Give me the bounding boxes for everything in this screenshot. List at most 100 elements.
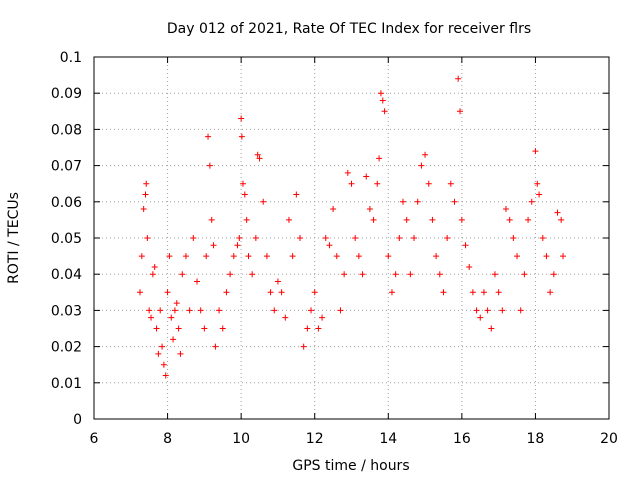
data-point bbox=[491, 271, 498, 278]
data-point bbox=[148, 314, 155, 321]
data-point bbox=[536, 191, 543, 198]
data-point bbox=[282, 314, 289, 321]
data-point bbox=[370, 216, 377, 223]
data-point bbox=[366, 206, 373, 213]
data-point bbox=[208, 216, 215, 223]
data-point bbox=[457, 108, 464, 115]
data-point bbox=[243, 216, 250, 223]
data-point bbox=[495, 289, 502, 296]
x-tick-label: 16 bbox=[453, 431, 471, 447]
data-point bbox=[440, 289, 447, 296]
axis-ticks: 6 8 10 12 14 16 18 20 0 0.01 0.02 0.03 0.04 0.05 0.06 0… bbox=[51, 50, 618, 447]
data-point bbox=[466, 263, 473, 270]
data-point bbox=[297, 235, 303, 241]
data-point bbox=[144, 235, 151, 241]
data-point bbox=[263, 253, 270, 260]
data-point bbox=[157, 307, 164, 314]
data-point bbox=[458, 216, 465, 223]
y-tick-label: 0 bbox=[73, 412, 82, 428]
data-point bbox=[403, 216, 410, 223]
data-point bbox=[425, 180, 432, 187]
data-point bbox=[212, 343, 219, 350]
data-point bbox=[534, 180, 541, 187]
data-point bbox=[155, 350, 162, 357]
data-point bbox=[547, 289, 554, 296]
data-point bbox=[234, 242, 241, 249]
plot-frame bbox=[93, 56, 610, 420]
data-point bbox=[190, 235, 197, 241]
data-point bbox=[337, 307, 344, 314]
x-tick-label: 10 bbox=[232, 431, 250, 447]
y-tick-label: 0.07 bbox=[51, 159, 82, 175]
data-point bbox=[532, 148, 539, 155]
data-point bbox=[433, 253, 440, 260]
data-point bbox=[506, 216, 513, 223]
data-point bbox=[560, 253, 567, 260]
data-point bbox=[510, 235, 517, 241]
data-point bbox=[462, 242, 469, 249]
data-point bbox=[348, 180, 355, 187]
data-point bbox=[271, 307, 278, 314]
data-point bbox=[392, 271, 399, 278]
y-tick-label: 0.02 bbox=[51, 340, 82, 356]
data-point bbox=[164, 289, 171, 296]
data-point bbox=[300, 343, 307, 350]
data-point bbox=[201, 325, 208, 332]
data-point bbox=[210, 242, 217, 249]
data-point bbox=[241, 191, 248, 198]
data-point bbox=[469, 289, 476, 296]
data-point bbox=[175, 325, 182, 332]
data-point bbox=[503, 206, 509, 213]
data-point bbox=[206, 162, 213, 169]
data-point bbox=[525, 216, 532, 223]
data-point bbox=[205, 133, 212, 140]
data-point bbox=[238, 133, 245, 140]
data-point bbox=[484, 307, 491, 314]
data-point bbox=[355, 253, 362, 260]
y-tick-label: 0.1 bbox=[60, 50, 82, 66]
data-point bbox=[550, 271, 557, 278]
data-point bbox=[521, 271, 528, 278]
data-point bbox=[528, 198, 535, 205]
data-point bbox=[308, 307, 315, 314]
x-tick-label: 18 bbox=[527, 431, 545, 447]
data-point bbox=[182, 253, 189, 260]
data-point bbox=[249, 271, 256, 278]
data-point bbox=[447, 180, 454, 187]
data-point bbox=[322, 235, 329, 241]
data-point bbox=[377, 90, 384, 97]
x-tick-label: 14 bbox=[379, 431, 397, 447]
data-point bbox=[381, 108, 388, 115]
data-point bbox=[285, 216, 292, 223]
data-point bbox=[344, 169, 351, 176]
data-point bbox=[149, 271, 156, 278]
data-point bbox=[245, 253, 252, 260]
x-tick-label: 8 bbox=[163, 431, 172, 447]
x-tick-label: 20 bbox=[600, 431, 618, 447]
data-point bbox=[407, 271, 414, 278]
data-point bbox=[260, 198, 267, 205]
data-point bbox=[422, 151, 429, 158]
data-point bbox=[326, 242, 333, 249]
data-point bbox=[203, 253, 210, 260]
data-point bbox=[359, 271, 366, 278]
y-tick-label: 0.01 bbox=[51, 376, 82, 392]
data-point bbox=[333, 253, 340, 260]
y-tick-label: 0.09 bbox=[51, 86, 82, 102]
data-point bbox=[400, 198, 406, 205]
data-point bbox=[517, 307, 524, 314]
data-point bbox=[143, 180, 150, 187]
data-point bbox=[543, 253, 550, 260]
data-point bbox=[385, 253, 392, 260]
data-point bbox=[341, 271, 348, 278]
data-point bbox=[159, 343, 166, 350]
data-point bbox=[414, 198, 421, 205]
data-point bbox=[142, 191, 149, 198]
data-point bbox=[429, 216, 436, 223]
data-point bbox=[230, 253, 237, 260]
data-point bbox=[315, 325, 322, 332]
data-point bbox=[418, 162, 425, 169]
y-axis-label: ROTI / TECUs bbox=[6, 192, 22, 284]
data-point bbox=[514, 253, 521, 260]
